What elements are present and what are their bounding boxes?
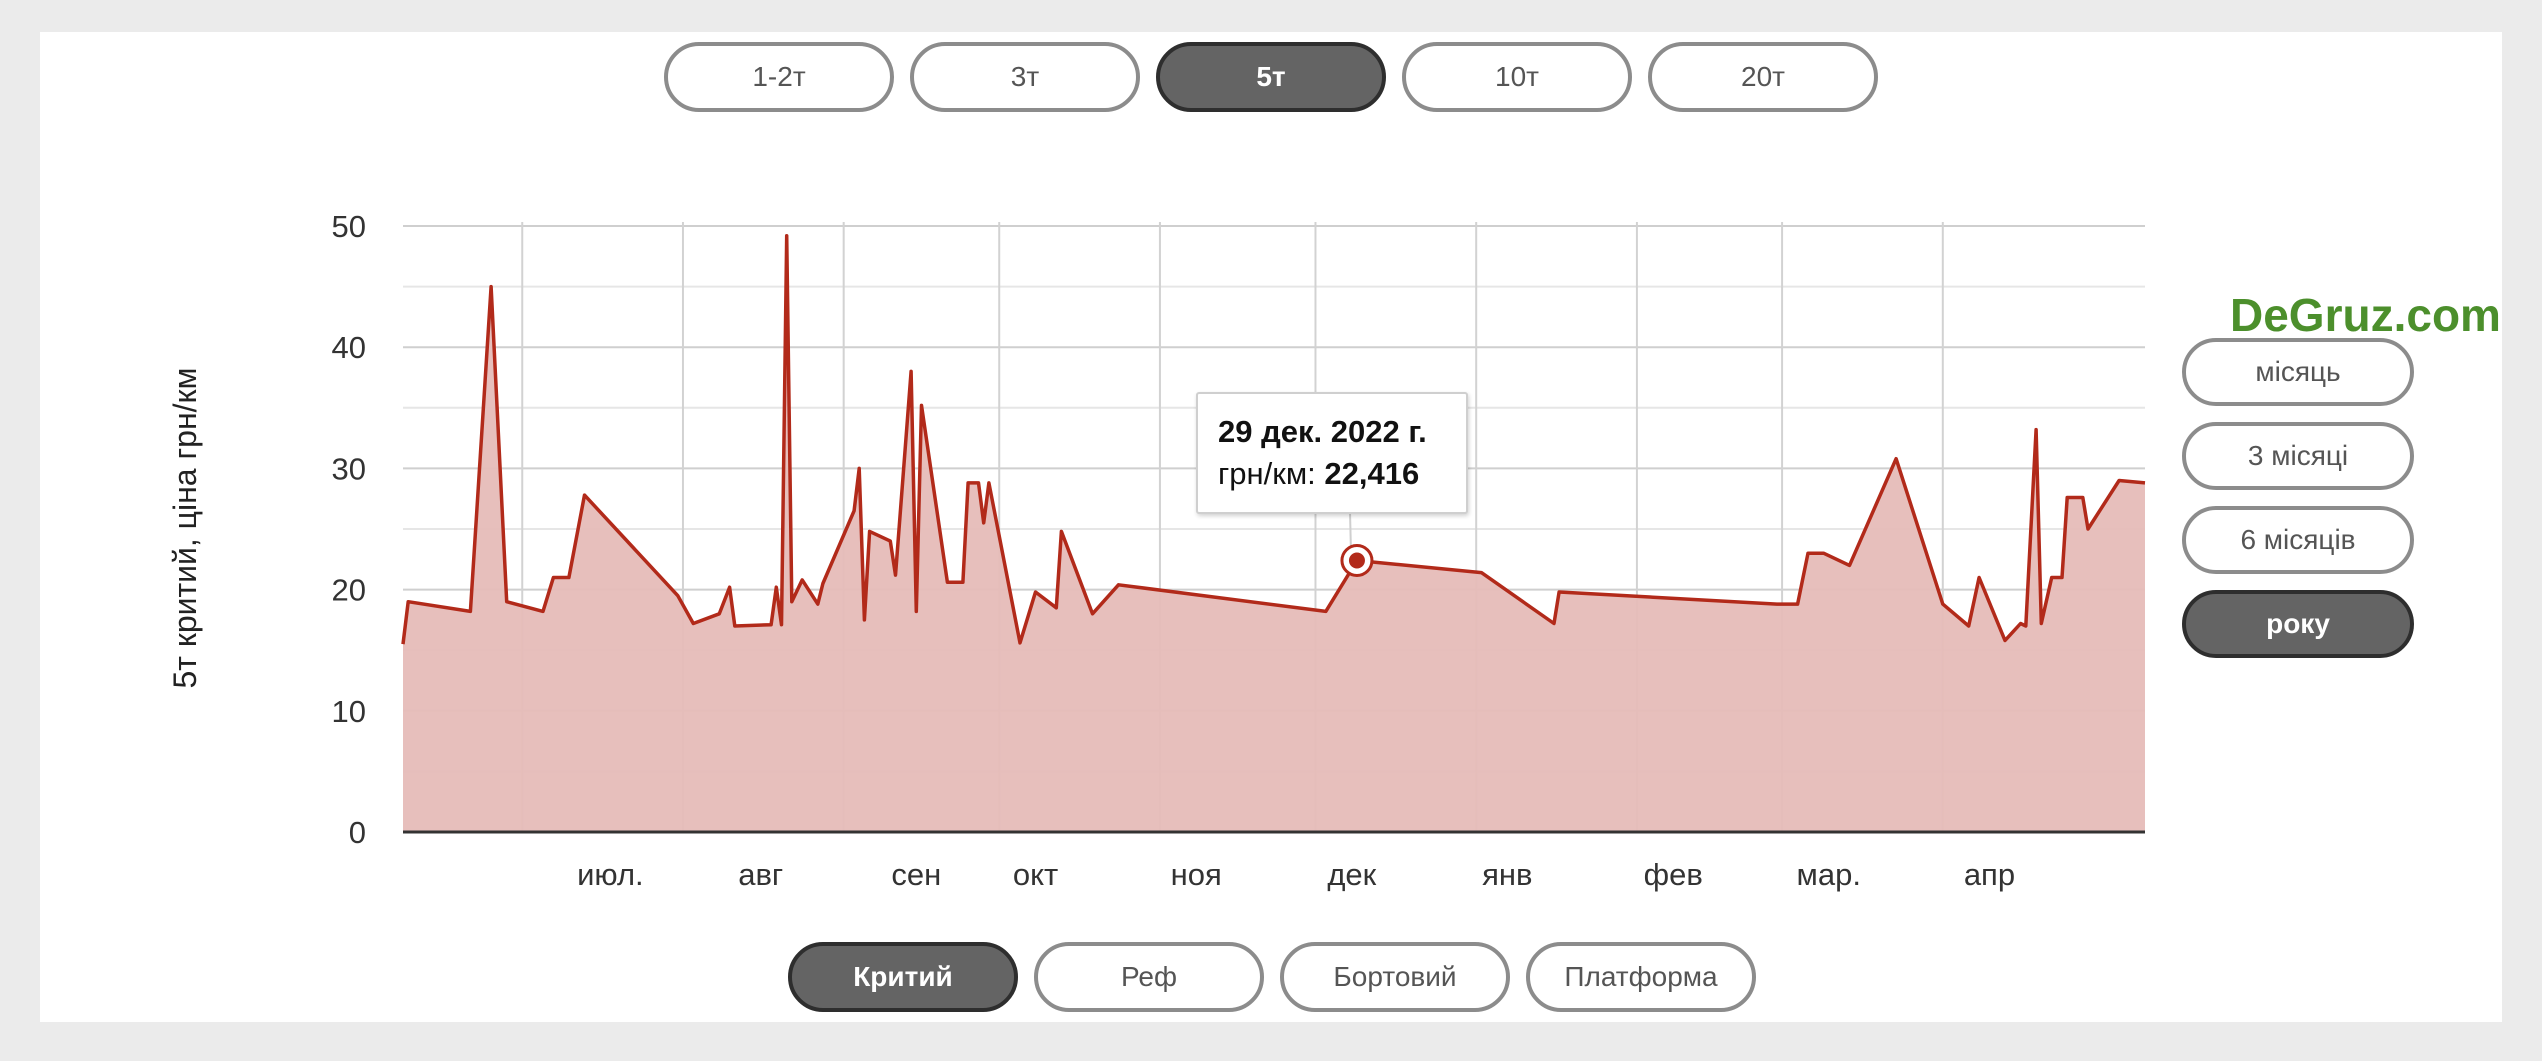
x-tick-label: ноя	[1171, 857, 1222, 892]
y-tick-label: 10	[332, 694, 366, 729]
price-line	[401, 233, 2146, 645]
tooltip-value: 22,416	[1324, 456, 1420, 491]
tooltip-row: грн/км: 22,416	[1218, 452, 1446, 496]
x-tick-label: сен	[891, 857, 941, 892]
period-button-1[interactable]: 3 місяці	[2182, 422, 2414, 490]
highlight-marker[interactable]	[1340, 511, 1374, 578]
tooltip-pointer	[1349, 511, 1352, 551]
tonnage-tab-1[interactable]: 3т	[910, 42, 1140, 112]
x-tick-label: авг	[738, 857, 783, 892]
highlight-point[interactable]	[1348, 552, 1365, 569]
tonnage-tab-3[interactable]: 10т	[1402, 42, 1632, 112]
body-type-tab-0[interactable]: Критий	[788, 942, 1018, 1012]
tonnage-tab-4[interactable]: 20т	[1648, 42, 1878, 112]
chart-tooltip: 29 дек. 2022 г. грн/км: 22,416	[1196, 392, 1468, 514]
y-tick-label: 20	[332, 573, 366, 608]
x-tick-label: дек	[1327, 857, 1376, 892]
chart-axes: июл. авг сен окт ноя дек янв фев мар. апр 0 10 20 30 4…	[332, 209, 2145, 892]
x-tick-label: фев	[1644, 857, 1703, 892]
x-tick-label: янв	[1482, 857, 1532, 892]
x-tick-label: июл.	[577, 857, 644, 892]
period-button-2[interactable]: 6 місяців	[2182, 506, 2414, 574]
body-type-tab-3[interactable]: Платформа	[1526, 942, 1756, 1012]
tonnage-tab-0[interactable]: 1-2т	[664, 42, 894, 112]
x-tick-label: мар.	[1797, 857, 1861, 892]
x-tick-label: окт	[1013, 857, 1058, 892]
price-area	[403, 235, 2145, 832]
body-type-tab-2[interactable]: Бортовий	[1280, 942, 1510, 1012]
x-tick-label: апр	[1964, 857, 2015, 892]
tonnage-tab-2[interactable]: 5т	[1156, 42, 1386, 112]
y-tick-label: 30	[332, 451, 366, 486]
y-tick-label: 0	[349, 815, 366, 850]
y-tick-label: 50	[332, 209, 366, 244]
y-axis-label: 5т критий, ціна грн/км	[167, 367, 203, 688]
tooltip-date: 29 дек. 2022 г.	[1218, 414, 1427, 449]
body-type-tab-1[interactable]: Реф	[1034, 942, 1264, 1012]
period-button-3[interactable]: року	[2182, 590, 2414, 658]
watermark-logo: DeGruz.com	[2230, 289, 2501, 341]
period-button-0[interactable]: місяць	[2182, 338, 2414, 406]
tooltip-label: грн/км:	[1218, 456, 1325, 491]
y-tick-label: 40	[332, 330, 366, 365]
